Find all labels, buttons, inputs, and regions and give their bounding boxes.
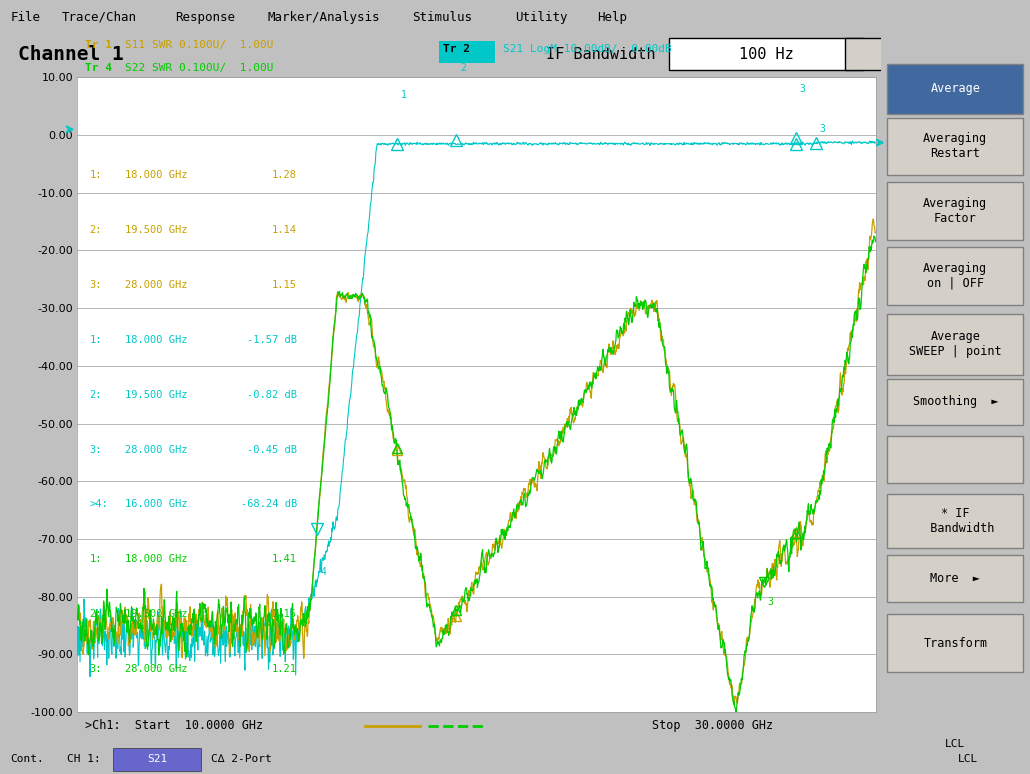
Text: 1:: 1:: [90, 170, 102, 180]
Text: 16.000 GHz: 16.000 GHz: [125, 499, 187, 509]
FancyBboxPatch shape: [888, 183, 1023, 240]
Text: 1.14: 1.14: [272, 225, 297, 235]
Text: 28.000 GHz: 28.000 GHz: [125, 444, 187, 454]
Text: 3: 3: [767, 597, 774, 607]
Text: * IF
  Bandwidth: * IF Bandwidth: [916, 507, 995, 535]
Text: 1.15: 1.15: [272, 609, 297, 619]
FancyBboxPatch shape: [888, 555, 1023, 601]
Text: 3: 3: [820, 124, 825, 134]
Text: Cont.: Cont.: [10, 755, 44, 764]
Text: 4: 4: [320, 567, 327, 577]
Text: S21: S21: [147, 755, 168, 764]
Text: 2:: 2:: [90, 390, 102, 399]
Text: Stop  30.0000 GHz: Stop 30.0000 GHz: [652, 719, 774, 732]
Text: Help: Help: [597, 11, 627, 24]
Bar: [439, 41, 495, 63]
Text: LCL: LCL: [958, 755, 978, 764]
FancyBboxPatch shape: [670, 38, 863, 70]
FancyBboxPatch shape: [888, 247, 1023, 305]
Text: 2:: 2:: [90, 609, 102, 619]
Text: S11 SWR 0.100U/  1.00U: S11 SWR 0.100U/ 1.00U: [126, 39, 274, 50]
Text: IF Bandwidth: IF Bandwidth: [546, 46, 655, 62]
FancyBboxPatch shape: [888, 63, 1023, 114]
Text: Average
SWEEP | point: Average SWEEP | point: [909, 330, 1001, 358]
Text: 19.500 GHz: 19.500 GHz: [125, 390, 187, 399]
Text: 1.41: 1.41: [272, 554, 297, 564]
Text: 18.000 GHz: 18.000 GHz: [125, 554, 187, 564]
Text: Marker/Analysis: Marker/Analysis: [268, 11, 380, 24]
Text: 1.28: 1.28: [272, 170, 297, 180]
Text: Channel 1: Channel 1: [18, 45, 124, 63]
Text: -0.82 dB: -0.82 dB: [247, 390, 297, 399]
Text: Averaging
Restart: Averaging Restart: [923, 132, 988, 160]
FancyBboxPatch shape: [888, 378, 1023, 426]
Text: 2:: 2:: [90, 225, 102, 235]
Text: Response: Response: [175, 11, 235, 24]
Text: S22 SWR 0.100U/  1.00U: S22 SWR 0.100U/ 1.00U: [126, 63, 274, 73]
Text: Stimulus: Stimulus: [412, 11, 472, 24]
Text: 3:: 3:: [90, 280, 102, 290]
Text: File: File: [10, 11, 40, 24]
Text: 1.15: 1.15: [272, 280, 297, 290]
Text: CH 1:: CH 1:: [67, 755, 101, 764]
Text: -68.24 dB: -68.24 dB: [241, 499, 297, 509]
Text: 18.000 GHz: 18.000 GHz: [125, 335, 187, 345]
FancyBboxPatch shape: [888, 494, 1023, 548]
Text: 3:: 3:: [90, 664, 102, 674]
Text: Tr 2: Tr 2: [443, 44, 470, 54]
Text: -0.45 dB: -0.45 dB: [247, 444, 297, 454]
Text: Averaging
on | OFF: Averaging on | OFF: [923, 262, 988, 290]
Text: 1: 1: [401, 90, 407, 100]
Text: 3:: 3:: [90, 444, 102, 454]
Text: Averaging
Factor: Averaging Factor: [923, 197, 988, 225]
FancyBboxPatch shape: [888, 313, 1023, 375]
Text: Utility: Utility: [515, 11, 568, 24]
Text: 1.21: 1.21: [272, 664, 297, 674]
Text: >Ch1:  Start  10.0000 GHz: >Ch1: Start 10.0000 GHz: [85, 719, 264, 732]
Text: S21 LogM 10.00dB/  0.00dB: S21 LogM 10.00dB/ 0.00dB: [503, 44, 672, 54]
Text: 19.500 GHz: 19.500 GHz: [125, 609, 187, 619]
Text: C∆ 2-Port: C∆ 2-Port: [211, 755, 272, 764]
Text: Smoothing  ►: Smoothing ►: [913, 396, 998, 409]
Text: Trace/Chan: Trace/Chan: [62, 11, 137, 24]
Text: Average: Average: [930, 82, 981, 95]
Text: 19.500 GHz: 19.500 GHz: [125, 225, 187, 235]
Text: 1:: 1:: [90, 554, 102, 564]
FancyBboxPatch shape: [846, 38, 885, 70]
Text: LCL: LCL: [946, 739, 965, 749]
FancyBboxPatch shape: [888, 436, 1023, 483]
Text: >4:: >4:: [90, 499, 108, 509]
Text: More  ►: More ►: [930, 572, 981, 585]
Bar: [113, 748, 201, 771]
FancyBboxPatch shape: [888, 615, 1023, 672]
Text: 28.000 GHz: 28.000 GHz: [125, 664, 187, 674]
Text: 2: 2: [460, 63, 467, 73]
FancyBboxPatch shape: [888, 118, 1023, 175]
Text: Tr 4: Tr 4: [85, 63, 112, 73]
Text: 28.000 GHz: 28.000 GHz: [125, 280, 187, 290]
Text: Transform: Transform: [923, 636, 988, 649]
Text: 100 Hz: 100 Hz: [739, 46, 793, 62]
Text: 3: 3: [799, 84, 805, 94]
Text: 1:: 1:: [90, 335, 102, 345]
Text: 18.000 GHz: 18.000 GHz: [125, 170, 187, 180]
Text: -1.57 dB: -1.57 dB: [247, 335, 297, 345]
Text: Tr 1: Tr 1: [85, 39, 112, 50]
